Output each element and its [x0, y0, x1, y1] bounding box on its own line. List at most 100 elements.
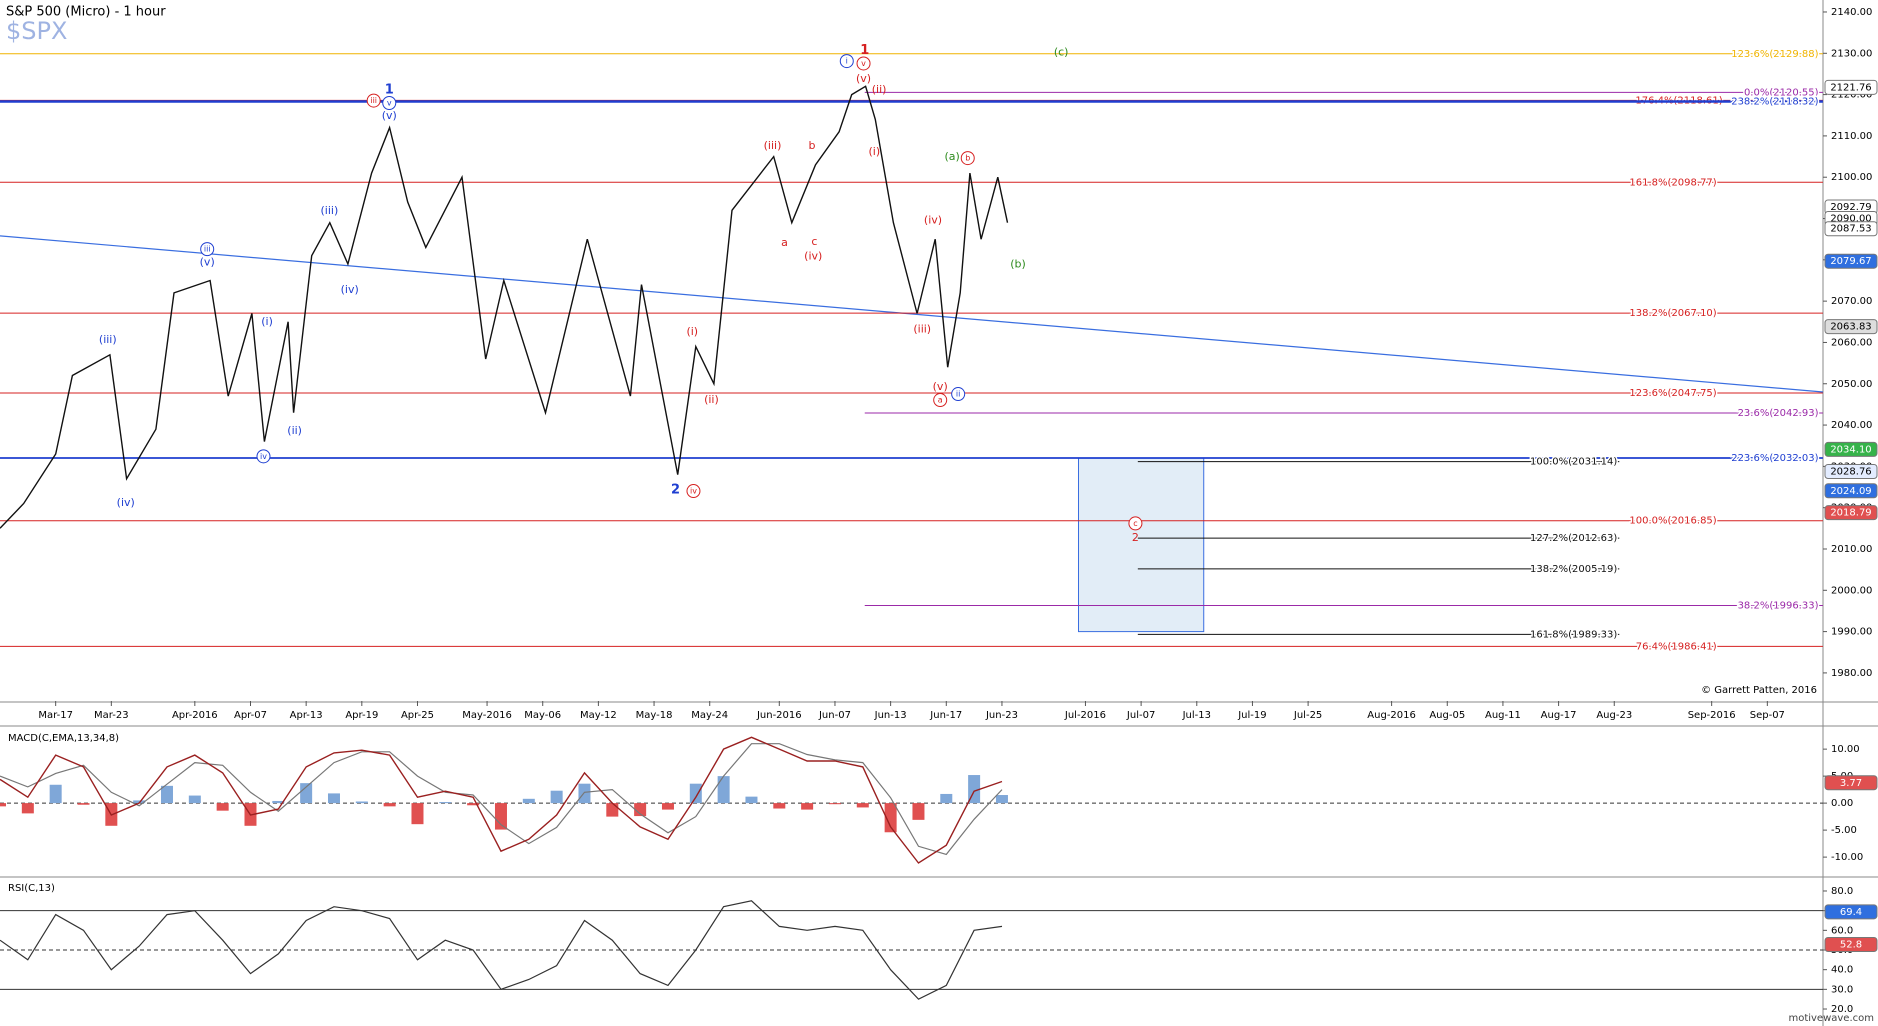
value-tag-label: 2018.79 [1830, 508, 1871, 519]
histogram-bar [995, 795, 1008, 804]
histogram-bar [773, 803, 786, 809]
x-tick-label: Jun-23 [985, 710, 1018, 721]
value-tag [1824, 221, 1878, 237]
wave-circle [951, 387, 966, 402]
histogram-bar [884, 803, 897, 833]
wave-label: v [387, 99, 392, 108]
y-tick-label: 60.0 [1831, 925, 1853, 936]
histogram-bar [355, 801, 368, 804]
histogram-bar [0, 803, 6, 807]
wave-label: iv [260, 452, 267, 461]
histogram-bar [717, 776, 730, 804]
value-tag [1824, 79, 1878, 95]
wave-label: ii [956, 390, 960, 399]
fib-label: 100.0%(2016.85) [1629, 516, 1716, 527]
wave-circle [960, 151, 975, 166]
x-tick-label: May-24 [691, 710, 728, 721]
histogram-bar [745, 796, 758, 804]
wave-label: iii [204, 245, 211, 254]
y-tick-label: 2100.00 [1831, 172, 1872, 183]
wave-circle [366, 93, 381, 108]
value-tag-label: 2090.00 [1830, 214, 1871, 225]
fib-label: 123.6%(2129.88) [1731, 49, 1818, 60]
series-line [0, 736, 1003, 864]
value-tag [1824, 505, 1878, 521]
wave-circle [933, 393, 948, 408]
histogram-bar [467, 803, 480, 806]
histogram-bar [383, 803, 396, 807]
wave-circle [256, 449, 271, 464]
wave-label: (b) [1010, 258, 1026, 271]
value-tag-label: 52.8 [1840, 939, 1862, 950]
histogram-bar [912, 803, 925, 820]
target-box [1077, 457, 1205, 633]
fib-label: 138.2%(2067.10) [1629, 308, 1716, 319]
wave-label: iii [370, 96, 377, 105]
wave-label: c [811, 235, 817, 248]
x-tick-label: Aug-2016 [1367, 710, 1416, 721]
x-tick-label: Aug-23 [1596, 710, 1632, 721]
fib-label: 238.2%(2118.32) [1731, 97, 1818, 108]
fib-label: 100.0%(2031.14) [1530, 457, 1617, 468]
fib-label: 127.2%(2012.63) [1530, 533, 1617, 544]
y-tick-label: 20.0 [1831, 1004, 1853, 1015]
wave-label: (c) [1054, 46, 1069, 59]
x-tick-label: Jun-13 [874, 710, 907, 721]
x-tick-label: Jul-07 [1126, 710, 1155, 721]
x-tick-label: Apr-07 [234, 710, 267, 721]
histogram-bar [216, 803, 229, 811]
wave-circle [200, 242, 215, 257]
y-tick-label: 2110.00 [1831, 131, 1872, 142]
histogram-bar [21, 803, 34, 814]
wave-circle [839, 54, 854, 69]
wave-label: (iv) [341, 283, 359, 296]
wave-label: 1 [385, 82, 394, 97]
fib-label: 23.6%(2042.93) [1738, 408, 1819, 419]
value-tag-label: 2092.79 [1830, 202, 1871, 213]
wave-label: iv [690, 487, 697, 496]
y-tick-label: 2050.00 [1831, 379, 1872, 390]
wave-label: (v) [382, 109, 397, 122]
x-tick-label: Sep-07 [1750, 710, 1785, 721]
x-tick-label: Aug-11 [1485, 710, 1521, 721]
y-tick-label: 30.0 [1831, 984, 1853, 995]
x-tick-label: Apr-13 [290, 710, 323, 721]
histogram-bar [578, 783, 591, 804]
fib-label: 38.2%(1996.33) [1738, 600, 1819, 611]
fib-label: 76.4%(1986.41) [1636, 641, 1717, 652]
histogram-bar [439, 802, 452, 804]
histogram-bar [550, 790, 563, 804]
wave-label: 1 [860, 43, 869, 58]
x-tick-label: Jul-25 [1293, 710, 1322, 721]
x-tick-label: Jul-2016 [1064, 710, 1106, 721]
fib-label: 161.8%(1989.33) [1530, 629, 1617, 640]
histogram-bar [49, 784, 62, 804]
y-tick-label: 2000.00 [1831, 585, 1872, 596]
series-line [0, 900, 1003, 1000]
wave-label: c [1133, 519, 1137, 528]
wave-circle [1128, 516, 1143, 531]
histogram-bar [940, 793, 953, 804]
histogram-bar [77, 803, 90, 805]
histogram-bar [327, 793, 340, 804]
y-tick-label: 2010.00 [1831, 544, 1872, 555]
x-tick-label: Apr-2016 [172, 710, 218, 721]
value-tag-label: 2024.09 [1830, 486, 1871, 497]
x-tick-label: Jul-19 [1237, 710, 1266, 721]
y-tick-label: 2070.00 [1831, 296, 1872, 307]
x-tick-label: Jun-17 [929, 710, 962, 721]
wave-label: (v) [200, 255, 215, 268]
wave-label: (iv) [804, 249, 822, 262]
histogram-bar [160, 785, 173, 804]
value-tag [1824, 483, 1878, 499]
wave-label: 2 [671, 482, 680, 497]
fib-label: 161.8%(2098.77) [1629, 177, 1716, 188]
histogram-bar [494, 803, 507, 830]
wave-label: (iv) [924, 213, 942, 226]
copyright: © Garrett Patten, 2016 [1701, 685, 1817, 696]
x-tick-label: Apr-19 [345, 710, 378, 721]
y-tick-label: 2130.00 [1831, 48, 1872, 59]
value-tag [1824, 904, 1878, 920]
histogram-bar [801, 803, 814, 810]
macd-title: MACD(C,EMA,13,34,8) [8, 733, 119, 744]
